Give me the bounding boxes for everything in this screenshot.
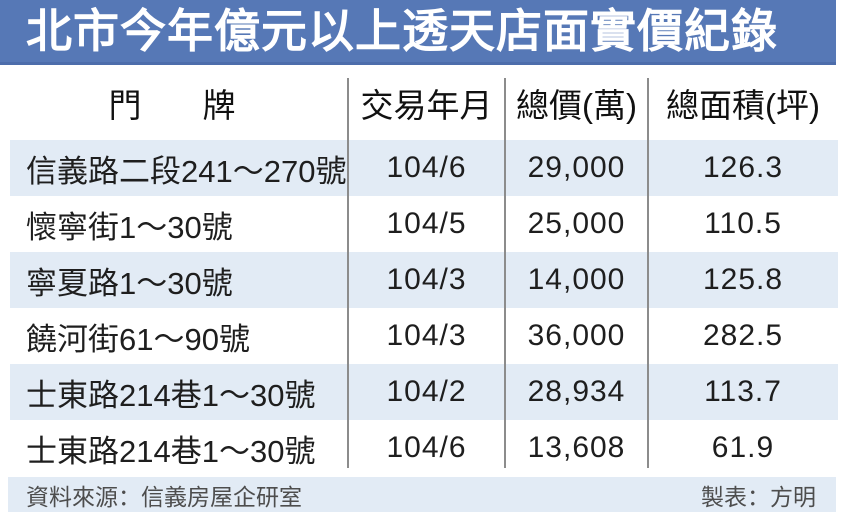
data-source-label: 資料來源：信義房屋企研室 [26, 483, 302, 510]
cell-date: 104/5 [386, 207, 467, 240]
cell-date: 104/3 [386, 319, 467, 352]
cell-address: 寧夏路1～30號 [26, 265, 233, 301]
footer-bar: 資料來源：信義房屋企研室 製表：方明 [8, 477, 836, 512]
cell-price: 29,000 [527, 151, 626, 184]
column-divider [504, 78, 506, 468]
cell-date: 104/2 [386, 375, 467, 408]
table-row: 饒河街61～90號 104/3 36,000 282.5 [10, 308, 838, 364]
table-row: 懷寧街1～30號 104/5 25,000 110.5 [10, 196, 838, 252]
cell-area: 61.9 [711, 431, 775, 464]
title-bar: 北市今年億元以上透天店面實價紀錄 [0, 0, 836, 65]
col-header-address: 門 牌 [108, 86, 250, 124]
cell-address: 懷寧街1～30號 [26, 209, 233, 245]
cell-address: 士東路214巷1～30號 [26, 377, 316, 413]
table-row: 士東路214巷1～30號 104/2 28,934 113.7 [10, 364, 838, 420]
cell-area: 282.5 [702, 319, 784, 352]
col-header-date: 交易年月 [360, 86, 493, 124]
cell-area: 113.7 [704, 375, 782, 408]
table-header-row: 門 牌 交易年月 總價(萬) 總面積(坪) [10, 65, 838, 140]
col-header-price: 總價(萬) [516, 86, 637, 124]
cell-price: 14,000 [527, 263, 626, 296]
cell-price: 36,000 [527, 319, 626, 352]
cell-price: 13,608 [527, 431, 626, 464]
cell-price: 25,000 [527, 207, 626, 240]
cell-date: 104/6 [386, 151, 467, 184]
column-divider [347, 78, 349, 468]
cell-address: 饒河街61～90號 [26, 321, 250, 357]
col-header-area: 總面積(坪) [666, 86, 820, 124]
table-row: 寧夏路1～30號 104/3 14,000 125.8 [10, 252, 838, 308]
cell-price: 28,934 [527, 375, 626, 408]
cell-address: 信義路二段241～270號 [26, 153, 347, 189]
table-row: 信義路二段241～270號 104/6 29,000 126.3 [10, 140, 838, 196]
price-table: 門 牌 交易年月 總價(萬) 總面積(坪) 信義路二段241～270號 104/… [10, 65, 838, 476]
cell-address: 士東路214巷1～30號 [26, 433, 316, 469]
cell-date: 104/3 [386, 263, 467, 296]
cell-area: 126.3 [702, 151, 784, 184]
cell-area: 110.5 [704, 207, 782, 240]
page-title: 北市今年億元以上透天店面實價紀錄 [26, 5, 778, 57]
column-divider [647, 78, 649, 468]
credit-label: 製表：方明 [701, 483, 816, 510]
cell-date: 104/6 [386, 431, 467, 464]
cell-area: 125.8 [702, 263, 784, 296]
table-row: 士東路214巷1～30號 104/6 13,608 61.9 [10, 420, 838, 476]
